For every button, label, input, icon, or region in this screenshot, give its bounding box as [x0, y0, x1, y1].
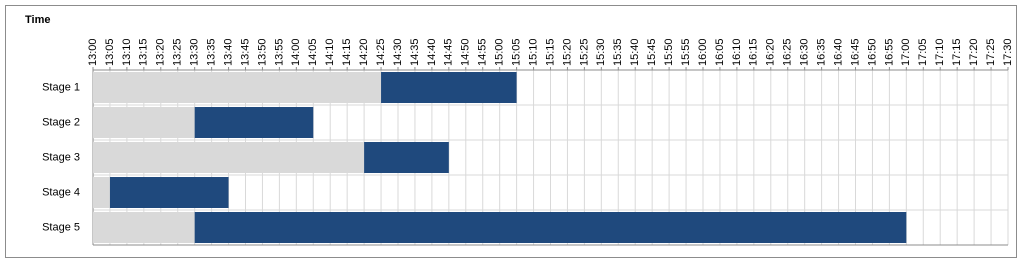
x-tick-label: 15:35 — [612, 38, 624, 66]
x-tick-label: 15:05 — [511, 38, 523, 66]
x-tick-label: 13:05 — [104, 38, 116, 66]
x-tick-label: 15:55 — [680, 38, 692, 66]
x-tick-label: 16:40 — [832, 38, 844, 66]
x-tick-label: 17:00 — [900, 38, 912, 66]
x-tick-label: 16:00 — [697, 38, 709, 66]
x-tick-label: 17:30 — [1002, 38, 1014, 66]
x-tick-label: 13:40 — [222, 38, 234, 66]
bar-segment — [194, 107, 314, 138]
x-tick-label: 14:45 — [443, 38, 455, 66]
x-tick-label: 16:50 — [866, 38, 878, 66]
x-tick-label: 15:15 — [544, 38, 556, 66]
bar-segment — [381, 72, 517, 103]
bar-segment — [93, 107, 195, 138]
x-tick-label: 14:25 — [375, 38, 387, 66]
x-tick-label: 14:15 — [341, 38, 353, 66]
x-tick-label: 14:00 — [290, 38, 302, 66]
bar-segment — [93, 212, 195, 243]
x-tick-label: 13:20 — [155, 38, 167, 66]
x-tick-label: 16:30 — [799, 38, 811, 66]
x-tick-label: 15:40 — [629, 38, 641, 66]
bar-segment — [364, 142, 449, 173]
x-tick-label: 15:25 — [578, 38, 590, 66]
bar-segment — [109, 177, 229, 208]
x-tick-label: 17:25 — [985, 38, 997, 66]
bar-segment — [93, 142, 365, 173]
x-tick-label: 13:10 — [121, 38, 133, 66]
x-tick-label: 16:35 — [816, 38, 828, 66]
x-tick-label: 15:00 — [494, 38, 506, 66]
x-tick-label: 17:20 — [968, 38, 980, 66]
x-tick-label: 13:15 — [138, 38, 150, 66]
x-tick-label: 15:45 — [646, 38, 658, 66]
x-tick-label: 16:10 — [731, 38, 743, 66]
x-tick-label: 16:05 — [714, 38, 726, 66]
bar-segment — [93, 177, 110, 208]
x-tick-label: 16:15 — [748, 38, 760, 66]
x-tick-label: 17:05 — [917, 38, 929, 66]
x-tick-label: 16:55 — [883, 38, 895, 66]
x-tick-label: 13:55 — [273, 38, 285, 66]
x-tick-label: 15:20 — [561, 38, 573, 66]
x-tick-label: 13:45 — [239, 38, 251, 66]
x-tick-label: 16:45 — [849, 38, 861, 66]
x-tick-label: 17:10 — [934, 38, 946, 66]
x-tick-label: 13:35 — [206, 38, 218, 66]
bar-segment — [93, 72, 382, 103]
y-tick-label: Stage 3 — [42, 151, 80, 163]
x-tick-label: 13:00 — [87, 38, 99, 66]
x-tick-label: 14:50 — [460, 38, 472, 66]
y-tick-label: Stage 4 — [42, 186, 80, 198]
x-tick-label: 15:30 — [595, 38, 607, 66]
bar-segment — [194, 212, 907, 243]
x-tick-label: 17:15 — [951, 38, 963, 66]
x-tick-label: 15:50 — [663, 38, 675, 66]
x-tick-label: 16:25 — [782, 38, 794, 66]
x-tick-label: 13:30 — [189, 38, 201, 66]
x-tick-label: 14:10 — [324, 38, 336, 66]
y-tick-label: Stage 5 — [42, 221, 80, 233]
x-tick-label: 14:40 — [426, 38, 438, 66]
x-tick-label: 13:25 — [172, 38, 184, 66]
x-tick-label: 14:55 — [477, 38, 489, 66]
x-tick-label: 14:30 — [392, 38, 404, 66]
y-tick-label: Stage 1 — [42, 81, 80, 93]
x-tick-label: 16:20 — [765, 38, 777, 66]
x-tick-label: 15:10 — [527, 38, 539, 66]
x-tick-label: 14:20 — [358, 38, 370, 66]
axis-title: Time — [25, 14, 50, 26]
y-tick-label: Stage 2 — [42, 116, 80, 128]
x-tick-label: 14:05 — [307, 38, 319, 66]
x-tick-label: 14:35 — [409, 38, 421, 66]
x-tick-label: 13:50 — [256, 38, 268, 66]
